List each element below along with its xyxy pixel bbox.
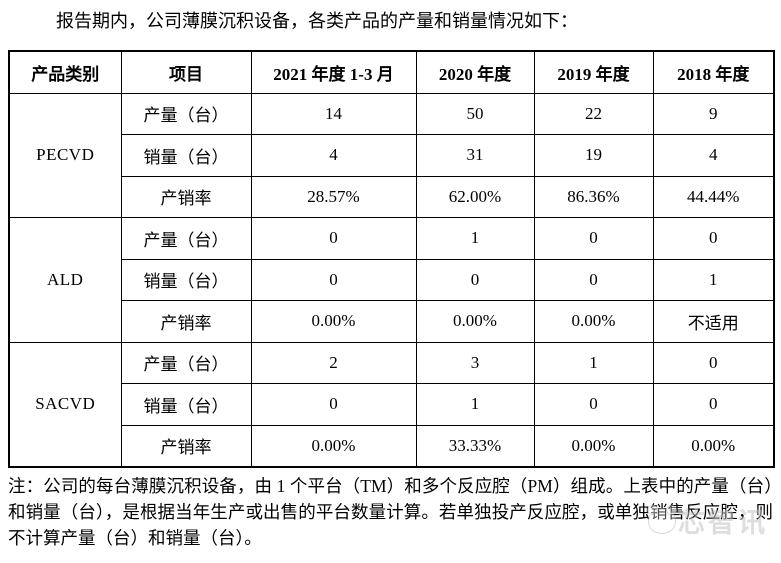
production-sales-table: 产品类别 项目 2021 年度 1-3 月 2020 年度 2019 年度 20… [8,50,775,468]
value-cell: 2 [250,341,417,384]
table-header-row: 产品类别 项目 2021 年度 1-3 月 2020 年度 2019 年度 20… [8,50,775,94]
col-header-category: 产品类别 [8,50,122,94]
col-header-2018: 2018 年度 [652,50,775,94]
category-cell-sacvd: SACVD [8,341,122,468]
value-cell: 33.33% [415,424,535,468]
col-header-item: 项目 [120,50,252,94]
value-cell: 0 [250,217,417,260]
category-cell-pecvd: PECVD [8,92,122,218]
value-cell: 0.00% [250,300,417,343]
item-cell: 销量（台） [120,134,252,177]
value-cell: 31 [415,134,535,177]
intro-paragraph: 报告期内，公司薄膜沉积设备，各类产品的产量和销量情况如下： [56,11,578,31]
category-cell-ald: ALD [8,217,122,343]
value-cell: 50 [415,92,535,135]
value-cell: 3 [415,341,535,384]
value-cell: 0.00% [533,300,654,343]
footnote: 注：公司的每台薄膜沉积设备，由 1 个平台（TM）和多个反应腔（PM）组成。上表… [8,476,773,548]
value-cell: 0 [652,217,775,260]
table-row: ALD 产量（台） 0 1 0 0 [8,217,775,343]
value-cell: 19 [533,134,654,177]
value-cell: 28.57% [250,175,417,218]
item-cell: 销量（台） [120,383,252,426]
value-cell: 0 [533,258,654,301]
table-row: 产销率 28.57% 62.00% 86.36% 44.44% [9,175,775,218]
table-row: PECVD 产量（台） 14 50 22 9 [8,92,775,218]
value-cell: 4 [652,134,775,177]
col-header-2019: 2019 年度 [533,50,654,94]
table-row: 销量（台） 0 1 0 0 [9,383,775,426]
value-cell: 4 [250,134,417,177]
table-row: 产销率 0.00% 33.33% 0.00% 0.00% [9,424,775,468]
value-cell: 1 [652,258,775,301]
value-cell: 0 [250,383,417,426]
value-cell: 44.44% [652,175,775,218]
item-cell: 产销率 [120,424,252,468]
item-cell: 产量（台） [120,341,252,384]
item-cell: 销量（台） [120,258,252,301]
table-row: 销量（台） 4 31 19 4 [9,134,775,177]
value-cell: 0.00% [250,424,417,468]
item-cell: 产销率 [120,175,252,218]
value-cell: 0.00% [652,424,775,468]
value-cell: 0.00% [415,300,535,343]
item-cell: 产销率 [120,300,252,343]
col-header-2021: 2021 年度 1-3 月 [250,50,417,94]
value-cell: 0 [652,341,775,384]
value-cell: 22 [533,92,654,135]
value-cell: 62.00% [415,175,535,218]
value-cell: 0 [652,383,775,426]
value-cell: 不适用 [652,300,775,343]
value-cell: 9 [652,92,775,135]
table-row: SACVD 产量（台） 2 3 1 0 [8,341,775,468]
value-cell: 0 [533,383,654,426]
item-cell: 产量（台） [120,92,252,135]
value-cell: 1 [533,341,654,384]
item-cell: 产量（台） [120,217,252,260]
col-header-2020: 2020 年度 [415,50,535,94]
value-cell: 0 [533,217,654,260]
value-cell: 14 [250,92,417,135]
value-cell: 86.36% [533,175,654,218]
value-cell: 1 [415,383,535,426]
value-cell: 0 [415,258,535,301]
value-cell: 1 [415,217,535,260]
table-row: 产销率 0.00% 0.00% 0.00% 不适用 [9,300,775,343]
table-row: 销量（台） 0 0 0 1 [9,258,775,301]
value-cell: 0 [250,258,417,301]
value-cell: 0.00% [533,424,654,468]
document-page: 报告期内，公司薄膜沉积设备，各类产品的产量和销量情况如下： 产品类别 项目 20… [0,9,781,551]
